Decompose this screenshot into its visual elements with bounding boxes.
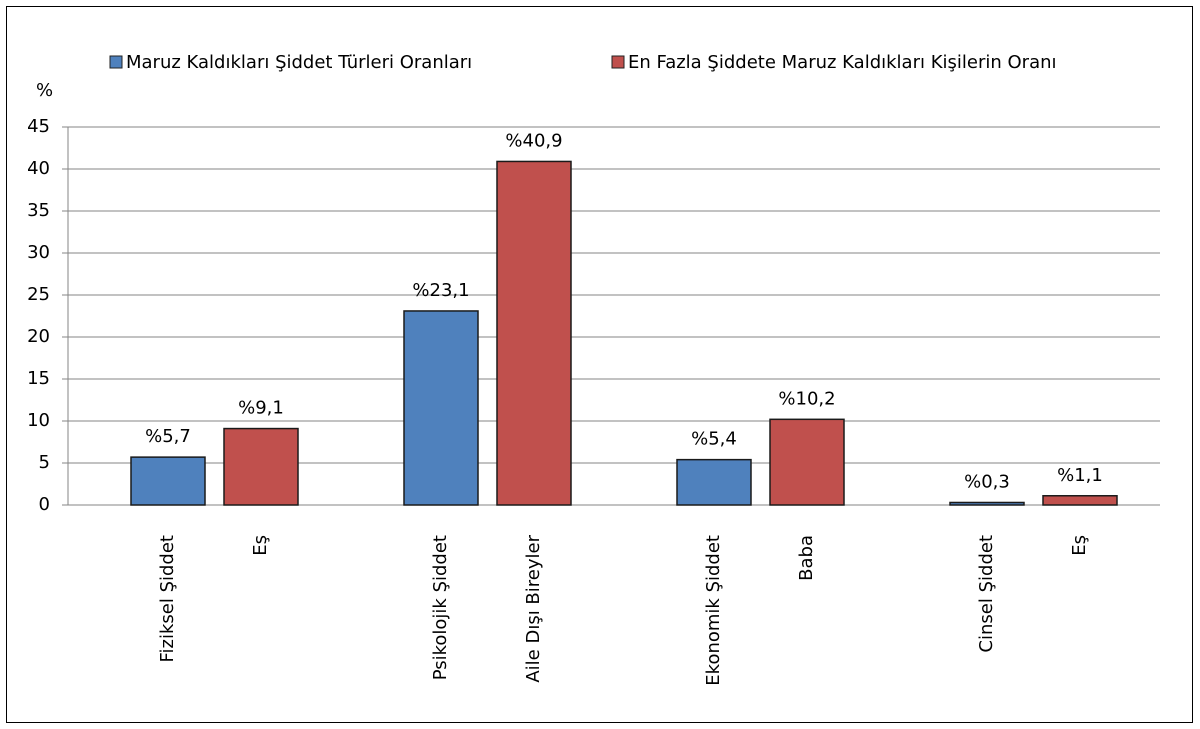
y-tick-label: 30 [27,242,50,263]
y-axis-label: % [36,80,53,101]
x-tick-label: Eş [1069,535,1090,556]
x-tick-label: Baba [796,535,817,581]
bar [1042,495,1118,506]
y-tick-label: 20 [27,326,50,347]
legend-label: En Fazla Şiddete Maruz Kaldıkları Kişile… [628,52,1057,73]
bar [769,418,845,506]
y-tick-label: 0 [39,494,50,515]
value-label: %0,3 [964,471,1010,492]
y-tick-label: 45 [27,116,50,137]
x-tick-label: Aile Dışı Bireyler [523,534,544,682]
y-tick-label: 5 [39,452,50,473]
x-tick-label: Psikolojik Şiddet [430,535,451,680]
bar [676,458,752,506]
y-tick-label: 15 [27,368,50,389]
legend-label: Maruz Kaldıkları Şiddet Türleri Oranları [126,52,472,73]
bar [496,160,572,506]
legend-swatch [109,55,123,69]
value-label: %40,9 [505,130,562,151]
y-tick-label: 25 [27,284,50,305]
value-label: %10,2 [778,388,835,409]
legend-swatch [611,55,625,69]
y-tick-label: 35 [27,200,50,221]
y-tick-label: 10 [27,410,50,431]
value-label: %23,1 [412,280,469,301]
bar [223,427,299,506]
bar [949,501,1025,506]
x-tick-label: Fiziksel Şiddet [157,535,178,663]
bar [403,310,479,506]
value-label: %5,7 [145,426,191,447]
x-tick-label: Ekonomik Şiddet [703,535,724,686]
chart-border [6,6,1193,723]
y-tick-label: 40 [27,158,50,179]
x-tick-label: Eş [250,535,271,556]
value-label: %1,1 [1057,465,1103,486]
value-label: %9,1 [238,398,284,419]
bar [130,456,206,506]
x-tick-label: Cinsel Şiddet [976,535,997,653]
value-label: %5,4 [691,429,737,450]
